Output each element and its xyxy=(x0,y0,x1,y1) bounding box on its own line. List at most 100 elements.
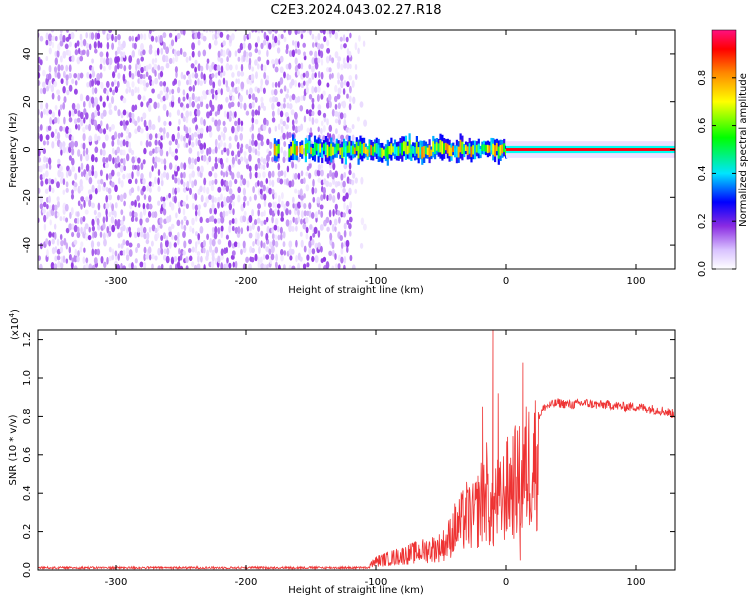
heatmap-cell xyxy=(339,74,344,82)
heatmap-cell xyxy=(133,265,138,269)
heatmap-cell xyxy=(222,70,226,77)
heatmap-cell xyxy=(222,210,226,218)
heatmap-cell xyxy=(105,89,109,96)
heatmap-cell xyxy=(340,80,344,89)
heatmap-cell xyxy=(320,169,324,177)
heatmap-cell xyxy=(303,210,307,217)
heatmap-cell xyxy=(68,117,73,123)
heatmap-cell xyxy=(97,110,101,117)
heatmap-cell xyxy=(259,134,264,142)
heatmap-cell xyxy=(217,201,220,209)
heatmap-cell xyxy=(102,57,106,65)
heatmap-cell xyxy=(102,232,106,240)
heatmap-cell xyxy=(213,39,218,46)
heatmap-cell xyxy=(38,187,41,194)
heatmap-cell xyxy=(406,145,409,155)
heatmap-cell xyxy=(268,187,272,195)
heatmap-cell xyxy=(133,164,138,170)
heatmap-cell xyxy=(51,204,55,211)
heatmap-cell xyxy=(99,95,103,102)
heatmap-cell xyxy=(139,217,143,226)
heatmap-cell xyxy=(220,48,224,57)
heatmap-cell xyxy=(305,233,309,240)
heatmap-cell xyxy=(302,263,307,269)
heatmap-cell xyxy=(180,134,183,142)
heatmap-cell xyxy=(351,80,355,88)
heatmap-ytick-label: 0 xyxy=(22,146,33,152)
heatmap-cell xyxy=(273,35,278,44)
heatmap-cell xyxy=(279,118,283,125)
heatmap-cell xyxy=(105,157,109,163)
heatmap-cell xyxy=(226,148,230,157)
heatmap-cell xyxy=(116,146,121,154)
heatmap-cell xyxy=(217,79,222,87)
heatmap-cell xyxy=(83,226,86,235)
heatmap-cell xyxy=(354,64,358,71)
heatmap-cell xyxy=(243,34,246,42)
heatmap-cell xyxy=(151,165,154,172)
heatmap-cell xyxy=(270,253,275,261)
heatmap-cell xyxy=(74,42,78,49)
heatmap-cell xyxy=(42,172,46,180)
heatmap-cell xyxy=(62,85,66,94)
heatmap-cell xyxy=(134,156,138,162)
heatmap-cell xyxy=(243,210,247,217)
heatmap-cell xyxy=(176,86,181,94)
heatmap-cell xyxy=(154,77,159,85)
heatmap-cell xyxy=(463,147,466,154)
heatmap-cell xyxy=(223,147,227,153)
heatmap-cell xyxy=(85,112,89,120)
heatmap-cell xyxy=(208,155,212,163)
heatmap-cell xyxy=(48,33,52,42)
heatmap-cell xyxy=(208,245,213,253)
heatmap-cell xyxy=(214,162,218,170)
heatmap-cell xyxy=(120,230,123,238)
heatmap-cell xyxy=(426,147,429,155)
heatmap-cell xyxy=(251,116,255,124)
heatmap-cell xyxy=(346,145,349,153)
heatmap-cell xyxy=(254,42,258,48)
heatmap-cell xyxy=(194,59,198,65)
heatmap-cell xyxy=(227,239,232,248)
heatmap-cell xyxy=(243,50,247,58)
heatmap-cell xyxy=(154,57,158,64)
heatmap-cell xyxy=(313,142,317,156)
heatmap-cell xyxy=(285,208,289,216)
heatmap-cell xyxy=(202,154,207,162)
heatmap-cell xyxy=(283,170,287,178)
heatmap-cell xyxy=(197,233,201,241)
heatmap-cell xyxy=(40,180,44,187)
heatmap-cell xyxy=(176,219,181,227)
heatmap-cell xyxy=(220,88,223,96)
heatmap-cell xyxy=(354,177,358,184)
heatmap-cell xyxy=(188,85,193,92)
heatmap-cell xyxy=(157,93,161,100)
heatmap-cell xyxy=(80,171,84,177)
heatmap-cell xyxy=(328,209,332,218)
heatmap-cell xyxy=(234,178,238,185)
heatmap-cell xyxy=(337,56,342,62)
heatmap-cell xyxy=(59,125,63,132)
heatmap-cell xyxy=(65,74,69,81)
heatmap-cell xyxy=(46,249,49,258)
heatmap-cell xyxy=(250,73,255,82)
heatmap-cell xyxy=(45,55,49,62)
heatmap-cell xyxy=(237,48,242,54)
heatmap-cell xyxy=(162,196,166,202)
heatmap-cell xyxy=(228,188,233,195)
heatmap-cell xyxy=(102,128,107,135)
heatmap-cell xyxy=(56,132,61,140)
heatmap-cell xyxy=(206,249,210,258)
heatmap-cell xyxy=(343,255,347,264)
heatmap-cell xyxy=(148,97,153,104)
heatmap-cell xyxy=(414,147,417,156)
heatmap-cell xyxy=(188,96,192,103)
heatmap-cell xyxy=(159,70,164,78)
heatmap-cell xyxy=(336,210,341,216)
heatmap-cell xyxy=(117,72,121,79)
heatmap-cell xyxy=(254,109,259,116)
heatmap-cell xyxy=(311,72,315,80)
heatmap-cell xyxy=(304,144,307,157)
heatmap-cell xyxy=(251,222,255,230)
heatmap-cell xyxy=(300,33,304,40)
